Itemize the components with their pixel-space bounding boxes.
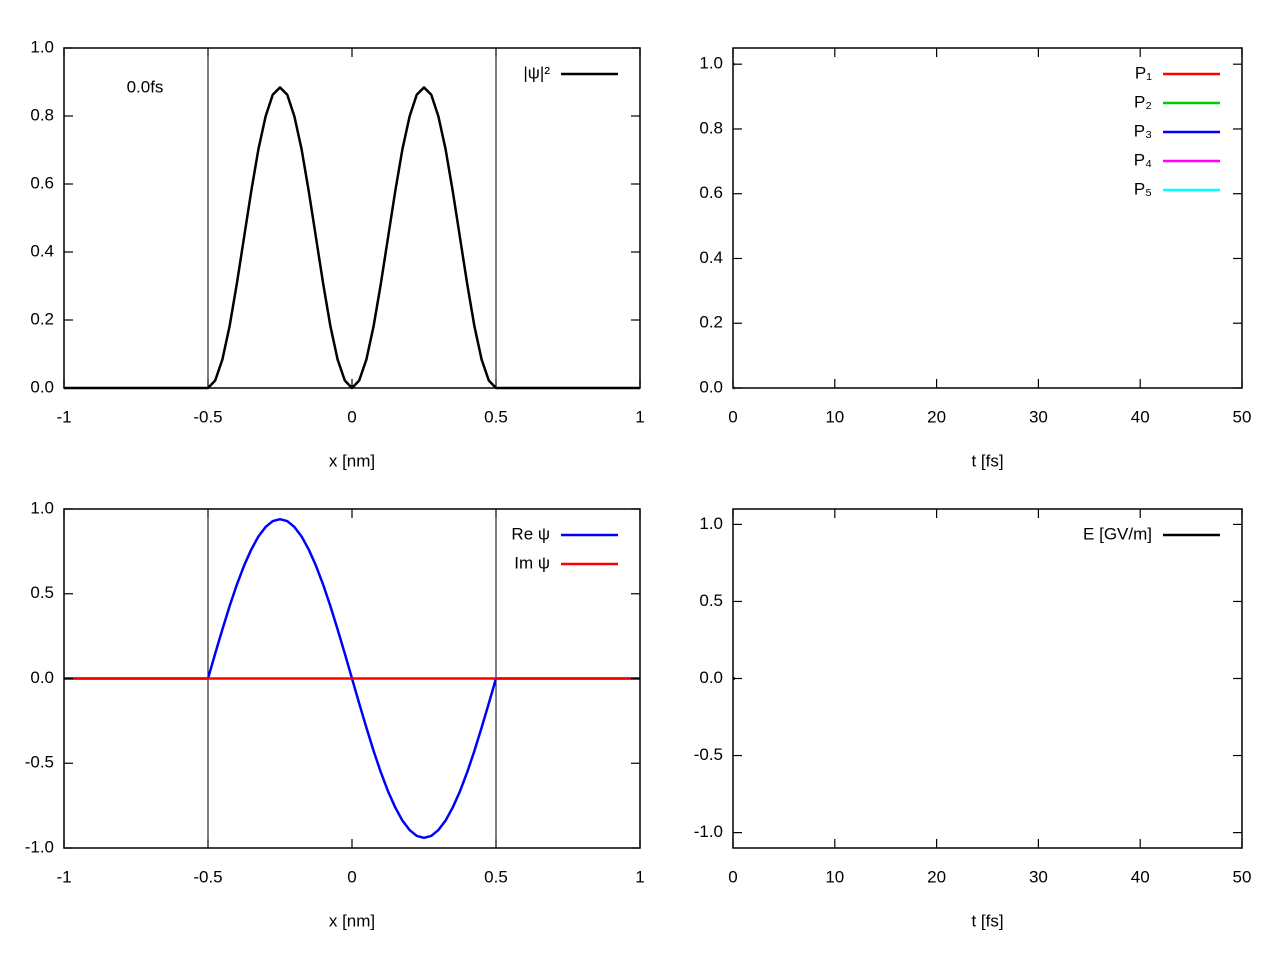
y-tick-label: 0.0 (30, 377, 54, 396)
y-tick-label: 0.0 (699, 377, 723, 396)
y-tick-label: 0.2 (699, 313, 723, 332)
x-tick-label: 50 (1233, 407, 1252, 426)
x-tick-label: 1 (635, 867, 644, 886)
y-tick-label: 0.8 (30, 105, 54, 124)
x-tick-label: 0 (347, 407, 356, 426)
y-tick-label: 1.0 (699, 514, 723, 533)
legend-label: P₅ (1134, 179, 1152, 198)
y-tick-label: -1.0 (25, 837, 54, 856)
x-tick-label: 0.5 (484, 407, 508, 426)
y-tick-label: 0.8 (699, 118, 723, 137)
legend-label: P₄ (1134, 150, 1152, 169)
x-tick-label: 0 (728, 867, 737, 886)
x-tick-label: -1 (56, 867, 71, 886)
y-tick-label: 0.6 (30, 173, 54, 192)
x-tick-label: 40 (1131, 867, 1150, 886)
x-tick-label: -0.5 (193, 867, 222, 886)
legend-label: P₃ (1134, 121, 1152, 140)
y-tick-label: 1.0 (30, 498, 54, 517)
y-tick-label: 0.4 (699, 248, 723, 267)
legend-label: P₂ (1134, 92, 1152, 111)
y-tick-label: 0.0 (699, 668, 723, 687)
x-tick-label: 0.5 (484, 867, 508, 886)
x-tick-label: -0.5 (193, 407, 222, 426)
x-axis-label: x [nm] (329, 911, 375, 930)
y-tick-label: 0.4 (30, 241, 54, 260)
y-tick-label: 0.6 (699, 183, 723, 202)
x-tick-label: 0 (347, 867, 356, 886)
x-axis-label: t [fs] (971, 911, 1003, 930)
y-tick-label: 1.0 (699, 54, 723, 73)
x-tick-label: 0 (728, 407, 737, 426)
x-tick-label: 10 (825, 407, 844, 426)
x-tick-label: 40 (1131, 407, 1150, 426)
x-axis-label: x [nm] (329, 451, 375, 470)
y-tick-label: 0.5 (30, 583, 54, 602)
y-tick-label: 1.0 (30, 37, 54, 56)
y-tick-label: 0.5 (699, 591, 723, 610)
y-tick-label: -0.5 (25, 753, 54, 772)
y-tick-label: 0.2 (30, 309, 54, 328)
plot-frame (732, 47, 1243, 389)
x-tick-label: 10 (825, 867, 844, 886)
x-tick-label: 50 (1233, 867, 1252, 886)
y-tick-label: -1.0 (694, 822, 723, 841)
x-tick-label: 30 (1029, 407, 1048, 426)
x-tick-label: -1 (56, 407, 71, 426)
legend-label: P₁ (1135, 63, 1152, 82)
legend-label: |ψ|² (523, 63, 550, 82)
y-tick-label: -0.5 (694, 745, 723, 764)
x-axis-label: t [fs] (971, 451, 1003, 470)
legend-label: E [GV/m] (1083, 524, 1152, 543)
annotation: 0.0fs (127, 77, 164, 96)
legend-label: Im ψ (514, 553, 550, 572)
x-tick-label: 20 (927, 867, 946, 886)
x-tick-label: 30 (1029, 867, 1048, 886)
y-tick-label: 0.0 (30, 668, 54, 687)
x-tick-label: 1 (635, 407, 644, 426)
legend-label: Re ψ (511, 524, 550, 543)
x-tick-label: 20 (927, 407, 946, 426)
